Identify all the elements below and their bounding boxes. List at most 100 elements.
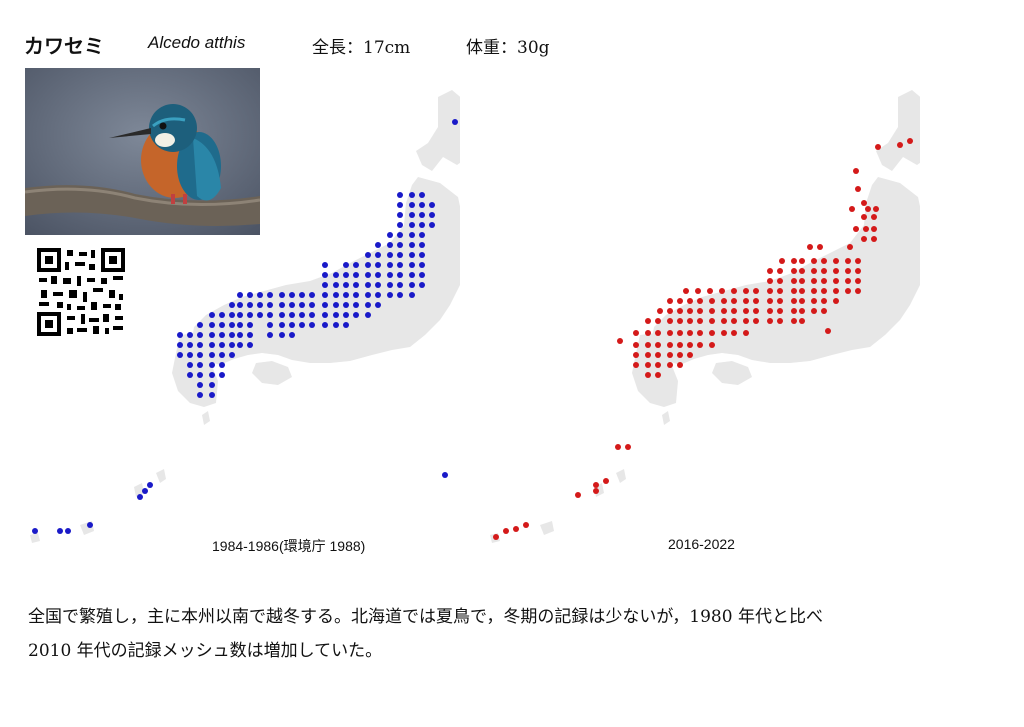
record-dot-2010s (677, 342, 683, 348)
record-dot-1980s (419, 192, 425, 198)
record-dot-1980s (209, 392, 215, 398)
description-text: 全国で繁殖し，主に本州以南で越冬する。北海道では夏鳥で，冬期の記録は少ないが，1… (28, 600, 1008, 668)
record-dot-2010s (853, 226, 859, 232)
record-dot-1980s (247, 292, 253, 298)
record-dot-1980s (187, 352, 193, 358)
record-dot-2010s (799, 288, 805, 294)
record-dot-1980s (397, 222, 403, 228)
record-dot-1980s (333, 312, 339, 318)
record-dot-1980s (197, 382, 203, 388)
record-dot-1980s (257, 312, 263, 318)
distribution-map-1980s (30, 90, 460, 543)
record-dot-1980s (229, 352, 235, 358)
record-dot-1980s (209, 362, 215, 368)
record-dot-2010s (753, 318, 759, 324)
record-dot-2010s (719, 288, 725, 294)
record-dot-2010s (753, 298, 759, 304)
record-dot-2010s (677, 330, 683, 336)
record-dot-2010s (655, 352, 661, 358)
record-dot-1980s (247, 312, 253, 318)
record-dot-2010s (811, 268, 817, 274)
record-dot-2010s (603, 478, 609, 484)
record-dot-1980s (87, 522, 93, 528)
record-dot-1980s (397, 202, 403, 208)
record-dot-1980s (147, 482, 153, 488)
record-dot-2010s (871, 226, 877, 232)
record-dot-1980s (387, 292, 393, 298)
record-dot-2010s (655, 318, 661, 324)
record-dot-1980s (375, 262, 381, 268)
record-dot-1980s (247, 332, 253, 338)
record-dot-1980s (229, 322, 235, 328)
record-dot-1980s (322, 322, 328, 328)
record-dot-2010s (667, 298, 673, 304)
record-dot-1980s (267, 302, 273, 308)
record-dot-2010s (833, 258, 839, 264)
record-dot-1980s (343, 262, 349, 268)
record-dot-1980s (409, 232, 415, 238)
record-dot-1980s (409, 192, 415, 198)
record-dot-2010s (721, 298, 727, 304)
record-dot-1980s (322, 312, 328, 318)
record-dot-1980s (419, 262, 425, 268)
record-dot-1980s (279, 332, 285, 338)
record-dot-2010s (697, 318, 703, 324)
record-dot-1980s (219, 352, 225, 358)
qr-code-icon[interactable] (37, 248, 125, 336)
record-dot-2010s (687, 330, 693, 336)
record-dot-2010s (845, 288, 851, 294)
record-dot-1980s (309, 322, 315, 328)
record-dot-1980s (409, 262, 415, 268)
record-dot-1980s (419, 252, 425, 258)
record-dot-1980s (309, 312, 315, 318)
record-dot-2010s (855, 258, 861, 264)
record-dot-1980s (409, 212, 415, 218)
record-dot-2010s (731, 330, 737, 336)
record-dot-2010s (667, 318, 673, 324)
record-dot-1980s (177, 332, 183, 338)
map-period-label-2010s: 2016-2022 (668, 536, 735, 552)
species-header: カワセミ Alcedo atthis 全長：17cm 体重：30g (24, 30, 1004, 58)
record-dot-2010s (709, 298, 715, 304)
record-dot-1980s (387, 232, 393, 238)
record-dot-2010s (821, 288, 827, 294)
record-dot-2010s (645, 362, 651, 368)
record-dot-2010s (697, 342, 703, 348)
record-dot-1980s (343, 312, 349, 318)
record-dot-2010s (709, 342, 715, 348)
kingfisher-photo (25, 68, 260, 235)
record-dot-2010s (677, 362, 683, 368)
record-dot-1980s (375, 302, 381, 308)
record-dot-2010s (677, 298, 683, 304)
record-dot-1980s (257, 302, 263, 308)
record-dot-1980s (219, 322, 225, 328)
record-dot-2010s (687, 308, 693, 314)
record-dot-1980s (267, 312, 273, 318)
record-dot-2010s (655, 342, 661, 348)
record-dot-2010s (709, 330, 715, 336)
record-dot-1980s (397, 232, 403, 238)
record-dot-1980s (333, 272, 339, 278)
record-dot-1980s (137, 494, 143, 500)
record-dot-1980s (187, 362, 193, 368)
record-dot-2010s (811, 258, 817, 264)
record-dot-2010s (821, 298, 827, 304)
record-dot-2010s (617, 338, 623, 344)
record-dot-1980s (387, 282, 393, 288)
record-dot-1980s (197, 332, 203, 338)
record-dot-2010s (907, 138, 913, 144)
record-dot-1980s (32, 528, 38, 534)
record-dot-2010s (731, 288, 737, 294)
record-dot-2010s (593, 482, 599, 488)
record-dot-1980s (289, 322, 295, 328)
record-dot-2010s (767, 268, 773, 274)
record-dot-2010s (863, 226, 869, 232)
record-dot-2010s (855, 186, 861, 192)
record-dot-1980s (375, 242, 381, 248)
record-dot-1980s (409, 242, 415, 248)
japan-landmass (30, 90, 460, 543)
record-dot-2010s (523, 522, 529, 528)
record-dot-2010s (833, 278, 839, 284)
record-dot-1980s (343, 292, 349, 298)
record-dot-1980s (237, 342, 243, 348)
